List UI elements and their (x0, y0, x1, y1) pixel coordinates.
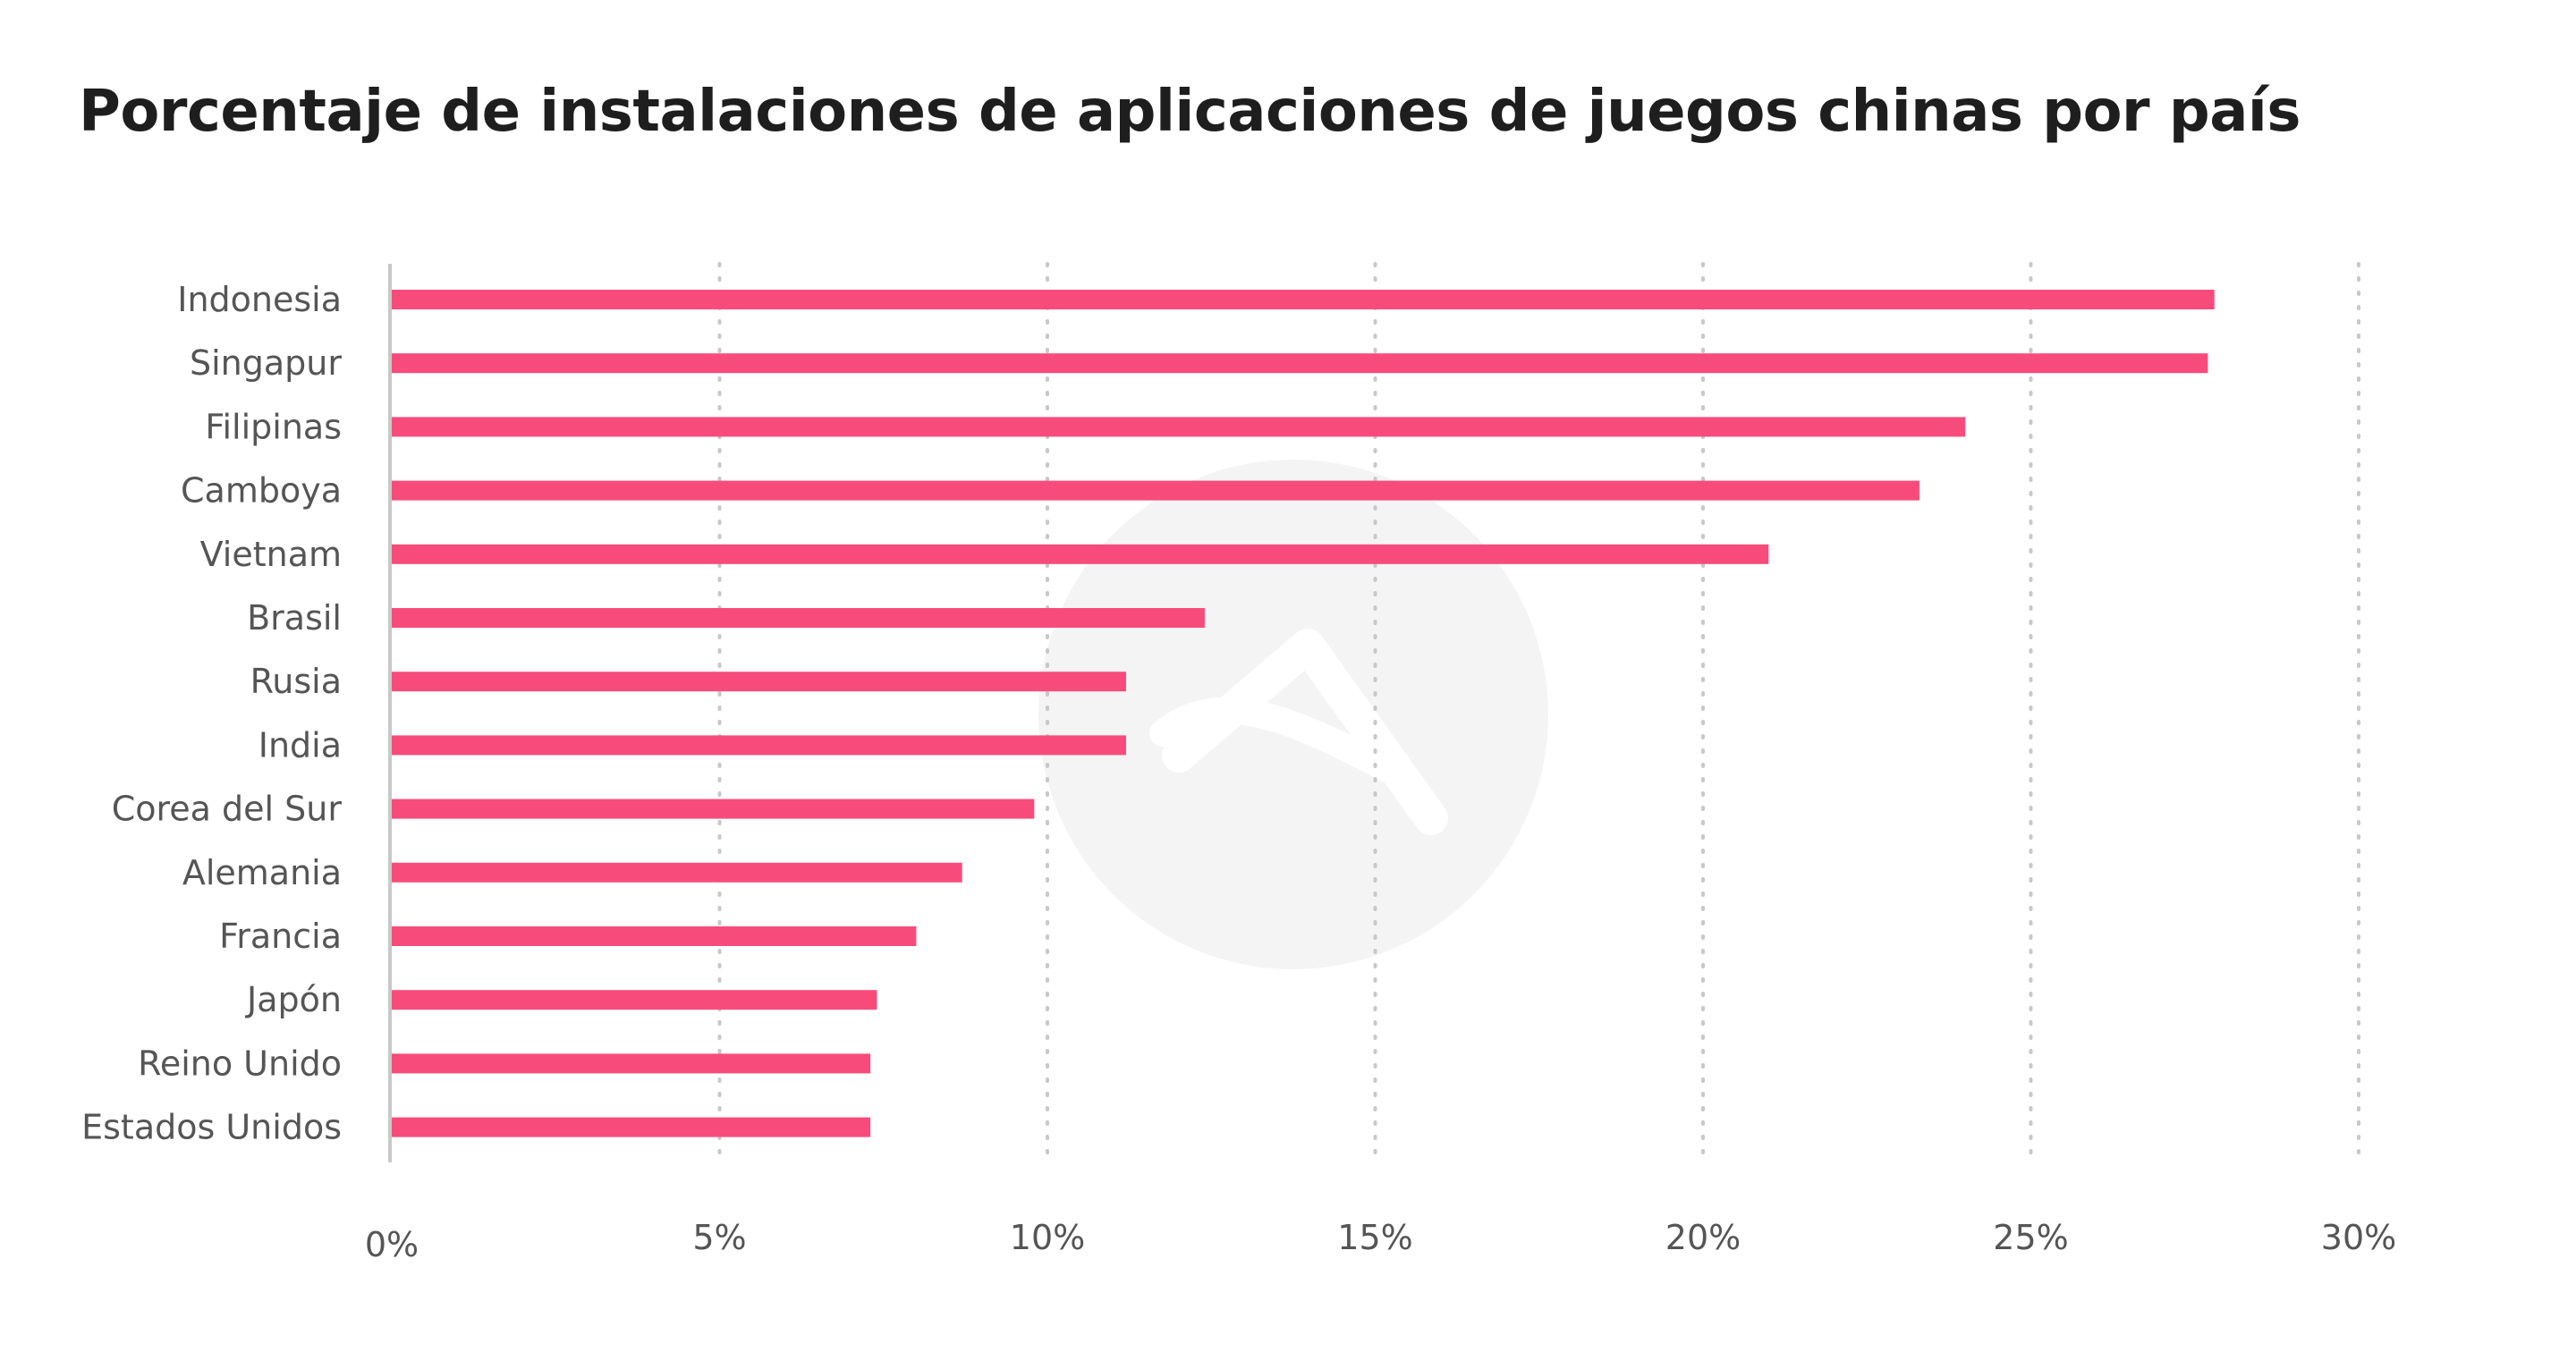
category-label: Vietnam (200, 535, 342, 574)
bar-corea-del-sur (392, 799, 1035, 819)
bar-camboya (392, 480, 1919, 501)
x-tick-label: 20% (1665, 1218, 1741, 1257)
watermark-logo-icon (1038, 460, 1548, 969)
x-tick-labels: 0% 5% 10% 15% 20% 25% 30% (365, 1218, 2396, 1264)
category-label: Estados Unidos (81, 1108, 342, 1147)
bar-filipinas (392, 417, 1966, 437)
category-label: Japón (245, 980, 342, 1019)
category-label: Rusia (250, 662, 342, 701)
chart-title: Porcentaje de instalaciones de aplicacio… (79, 79, 2301, 145)
x-tick-label: 5% (692, 1218, 746, 1257)
category-label: Corea del Sur (112, 790, 343, 829)
bars (392, 290, 2215, 1137)
bar-estados-unidos (392, 1117, 871, 1137)
x-tick-label: 0% (365, 1225, 419, 1264)
bar-rusia (392, 672, 1126, 692)
x-tick-label: 25% (1993, 1218, 2068, 1257)
bar-vietnam (392, 544, 1769, 564)
category-label: Brasil (247, 598, 342, 638)
x-tick-label: 30% (2321, 1218, 2396, 1257)
bar-brasil (392, 608, 1205, 628)
x-tick-label: 15% (1337, 1218, 1412, 1257)
category-label: India (258, 725, 342, 765)
bar-indonesia (392, 290, 2215, 309)
category-label: Indonesia (177, 280, 342, 319)
category-label: Reino Unido (138, 1044, 342, 1083)
bar-japón (392, 990, 877, 1010)
bar-alemania (392, 862, 962, 883)
category-label: Camboya (181, 471, 342, 511)
bar-india (392, 735, 1126, 756)
bar-singapur (392, 353, 2208, 374)
bar-reino-unido (392, 1053, 871, 1074)
category-label: Alemania (182, 853, 342, 892)
x-tick-label: 10% (1010, 1218, 1085, 1257)
category-label: Singapur (190, 343, 342, 383)
category-label: Filipinas (205, 407, 342, 446)
category-label: Francia (219, 917, 342, 956)
bar-francia (392, 926, 917, 946)
watermark-arc-icon (1149, 697, 1400, 782)
category-labels: Indonesia Singapur Filipinas Camboya Vietnam… (81, 280, 342, 1147)
